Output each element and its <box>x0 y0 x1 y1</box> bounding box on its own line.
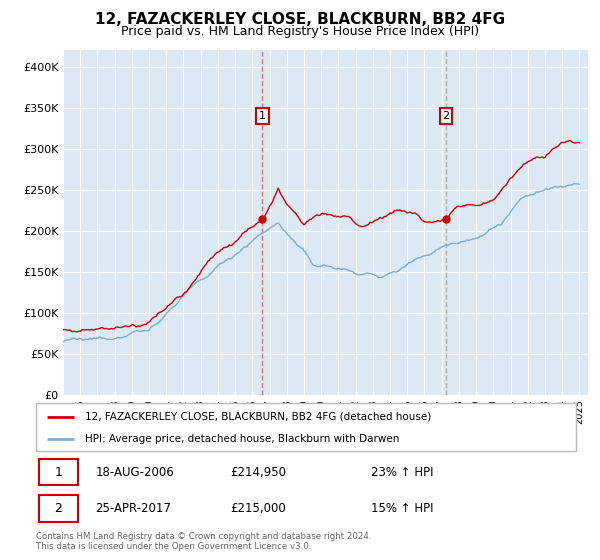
Text: 1: 1 <box>54 466 62 479</box>
Text: Price paid vs. HM Land Registry's House Price Index (HPI): Price paid vs. HM Land Registry's House … <box>121 25 479 38</box>
FancyBboxPatch shape <box>39 459 77 486</box>
Text: Contains HM Land Registry data © Crown copyright and database right 2024.: Contains HM Land Registry data © Crown c… <box>36 532 371 541</box>
Text: 23% ↑ HPI: 23% ↑ HPI <box>371 466 433 479</box>
Text: £214,950: £214,950 <box>230 466 286 479</box>
Text: 2: 2 <box>442 111 449 121</box>
Text: 1: 1 <box>259 111 266 121</box>
Text: 15% ↑ HPI: 15% ↑ HPI <box>371 502 433 515</box>
Text: 25-APR-2017: 25-APR-2017 <box>95 502 171 515</box>
Text: 12, FAZACKERLEY CLOSE, BLACKBURN, BB2 4FG: 12, FAZACKERLEY CLOSE, BLACKBURN, BB2 4F… <box>95 12 505 27</box>
FancyBboxPatch shape <box>36 403 576 451</box>
FancyBboxPatch shape <box>39 496 77 522</box>
Text: 18-AUG-2006: 18-AUG-2006 <box>95 466 174 479</box>
Text: HPI: Average price, detached house, Blackburn with Darwen: HPI: Average price, detached house, Blac… <box>85 434 399 444</box>
Text: This data is licensed under the Open Government Licence v3.0.: This data is licensed under the Open Gov… <box>36 542 311 551</box>
Text: 2: 2 <box>54 502 62 515</box>
Text: 12, FAZACKERLEY CLOSE, BLACKBURN, BB2 4FG (detached house): 12, FAZACKERLEY CLOSE, BLACKBURN, BB2 4F… <box>85 412 431 422</box>
Text: £215,000: £215,000 <box>230 502 286 515</box>
